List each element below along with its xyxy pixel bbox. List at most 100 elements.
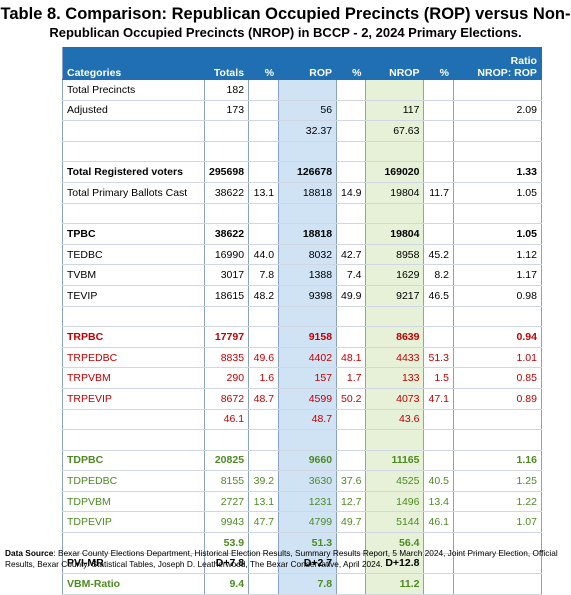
cell-totals-pct: 13.1 [248,491,280,513]
cell-rop: 3630 [278,470,338,492]
cell-rop: 18818 [278,182,338,204]
cell-ratio: 0.85 [453,367,542,389]
cell-totals: 53.9 [204,532,250,554]
col-header-totals-pct: % [248,47,280,80]
data-source-label: Data Source [5,548,54,558]
cell-totals-pct: 48.7 [248,388,280,410]
cell-nrop-pct: 51.3 [423,347,454,369]
cell-rop-pct [336,553,367,575]
cell-rop-pct [336,409,367,431]
cell-totals-pct [248,203,280,225]
table-row: TDPEDBC 8155 39.2 3630 37.6 4525 40.5 1.25 [62,470,542,492]
cell-totals: 16990 [204,244,250,266]
cell-totals-pct [248,326,280,348]
table-row: TRPVBM 290 1.6 157 1.7 133 1.5 0.85 [62,367,542,389]
cell-ratio [453,553,542,575]
data-source-text: : Bexar County Elections Department, His… [5,548,558,569]
table-row [62,306,542,328]
cell-totals-pct [248,141,280,163]
cell-nrop-pct [423,203,454,225]
cell-nrop-pct [423,306,454,328]
cell-totals: 8672 [204,388,250,410]
cell-ratio: 2.09 [453,100,542,122]
data-source-note: Data Source: Bexar County Elections Depa… [5,548,567,570]
cell-rop-pct [336,573,367,595]
cell-nrop: 56.4 [365,532,425,554]
cell-category: TRPVBM [62,367,205,389]
cell-totals-pct [248,573,280,595]
cell-totals: 173 [204,100,250,122]
table-title: Table 8. Comparison: Republican Occupied… [0,5,571,23]
cell-rop-pct: 14.9 [336,182,367,204]
cell-category [62,429,205,451]
cell-nrop-pct [423,100,454,122]
cell-totals-pct [248,532,280,554]
cell-totals [204,120,250,142]
cell-totals-pct [248,429,280,451]
cell-category [62,532,205,554]
cell-nrop: 19804 [365,223,425,245]
cell-nrop: 19804 [365,182,425,204]
cell-rop-pct [336,429,367,451]
cell-nrop-pct: 11.7 [423,182,454,204]
ratio-header-line1: Ratio [510,55,537,67]
cell-nrop [365,306,425,328]
cell-nrop: D+12.8 [365,553,425,575]
cell-category [62,120,205,142]
cell-ratio [453,409,542,431]
cell-nrop [365,141,425,163]
table-row: TEDBC 16990 44.0 8032 42.7 8958 45.2 1.12 [62,244,542,266]
cell-ratio [453,79,542,101]
table-row: TVBM 3017 7.8 1388 7.4 1629 8.2 1.17 [62,264,542,286]
cell-totals-pct: 13.1 [248,182,280,204]
cell-totals [204,141,250,163]
cell-category: VBM-Ratio [62,573,205,595]
cell-nrop-pct [423,161,454,183]
table-row: Adjusted 173 56 117 2.09 [62,100,542,122]
cell-rop-pct: 49.9 [336,285,367,307]
cell-category [62,141,205,163]
cell-rop-pct [336,203,367,225]
cell-category: TDPEDBC [62,470,205,492]
cell-ratio: 0.89 [453,388,542,410]
cell-totals-pct: 48.2 [248,285,280,307]
cell-rop: 157 [278,367,338,389]
cell-nrop: 4073 [365,388,425,410]
cell-totals-pct: 1.6 [248,367,280,389]
table-body: Total Precincts 182 Adjusted 173 56 117 2.09 32… [62,79,542,595]
cell-ratio [453,532,542,554]
col-header-categories: Categories [62,47,205,80]
cell-ratio: 1.17 [453,264,542,286]
table-row: TEVIP 18615 48.2 9398 49.9 9217 46.5 0.98 [62,285,542,307]
cell-category: TDPBC [62,450,205,472]
cell-rop-pct: 7.4 [336,264,367,286]
cell-totals: D+7.8 [204,553,250,575]
cell-ratio: 1.05 [453,223,542,245]
cell-nrop: 1629 [365,264,425,286]
cell-totals: 295698 [204,161,250,183]
cell-nrop-pct: 1.5 [423,367,454,389]
cell-totals: 18615 [204,285,250,307]
cell-rop [278,141,338,163]
cell-ratio [453,573,542,595]
cell-rop-pct [336,326,367,348]
table-row: Total Precincts 182 [62,79,542,101]
cell-rop-pct: 49.7 [336,511,367,534]
cell-totals-pct: 49.6 [248,347,280,369]
cell-ratio [453,203,542,225]
cell-nrop-pct [423,532,454,554]
cell-ratio [453,120,542,142]
cell-nrop: 5144 [365,511,425,534]
table-row: TRPBC 17797 9158 8639 0.94 [62,326,542,348]
cell-nrop: 133 [365,367,425,389]
cell-nrop-pct [423,573,454,595]
cell-ratio [453,306,542,328]
table-row: Total Primary Ballots Cast 38622 13.1 18818… [62,182,542,204]
cell-rop-pct: 37.6 [336,470,367,492]
cell-rop: 7.8 [278,573,338,595]
cell-ratio: 1.33 [453,161,542,183]
header-row: Categories Totals % ROP % NROP % Ratio NR… [62,47,542,80]
cell-category: TRPEVIP [62,388,205,410]
cell-rop [278,306,338,328]
cell-category [62,306,205,328]
